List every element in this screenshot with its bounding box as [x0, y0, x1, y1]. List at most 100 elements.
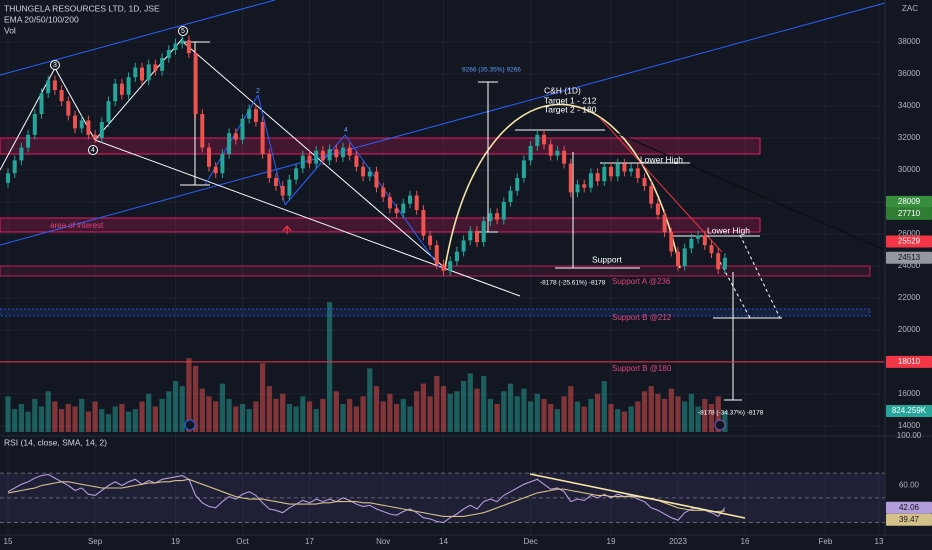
candle-body	[696, 235, 701, 239]
volume-bar	[105, 414, 112, 432]
volume-bar	[320, 398, 326, 432]
volume-bar	[447, 393, 453, 432]
candle-body	[200, 114, 205, 148]
x-tick-label: 17	[305, 537, 314, 546]
candle-body	[93, 134, 98, 138]
candle-body	[508, 190, 513, 202]
candle-body	[287, 179, 292, 196]
candle-body	[146, 64, 151, 81]
price-tag-label: 39.47	[899, 515, 920, 524]
volume-bar	[300, 396, 306, 432]
volume-bar	[521, 388, 527, 432]
price-tag-label: 42.06	[899, 503, 920, 512]
rsi-title: RSI (14, close, SMA, 14, 2)	[4, 437, 107, 447]
rsi-tick-label: 100.00	[897, 431, 922, 440]
volume-bar	[85, 411, 91, 432]
wave-line	[257, 94, 286, 206]
candle-body	[562, 150, 567, 164]
candle-body	[434, 245, 439, 265]
y-tick-label: 32000	[898, 133, 921, 142]
candle-body	[160, 58, 165, 71]
volume-bar	[514, 396, 520, 432]
lower-high-label: Lower High	[707, 225, 750, 235]
volume-bar	[79, 398, 85, 432]
interest-zone	[0, 217, 761, 233]
volume-bar	[99, 409, 105, 432]
candle-body	[66, 101, 71, 116]
volume-bar	[387, 393, 393, 432]
support-label: Support B @212	[612, 313, 672, 322]
candle-body	[260, 122, 265, 154]
rsi-line	[7, 478, 725, 517]
y-tick-label: 14000	[898, 421, 921, 430]
channel-line	[0, 0, 276, 76]
candle-body	[649, 186, 654, 204]
volume-bar	[668, 388, 674, 432]
candle-body	[428, 235, 433, 246]
candle-body	[26, 134, 31, 148]
volume-bar	[561, 396, 567, 432]
volume-bar	[126, 411, 132, 432]
price-tag-label: 24513	[898, 253, 921, 262]
price-tag	[886, 207, 932, 220]
candle-body	[662, 214, 667, 233]
candle-body	[555, 150, 560, 156]
arrow-icon	[282, 225, 292, 234]
volume-bar	[186, 358, 192, 432]
volume-bar	[367, 368, 373, 432]
volume-bar	[641, 391, 648, 432]
x-tick-label: 2023	[669, 537, 687, 546]
candle-body	[501, 202, 506, 220]
volume-bar	[507, 383, 514, 432]
volume-bar	[286, 403, 292, 432]
indicator-label: EMA 20/50/100/200	[4, 14, 79, 24]
event-icon[interactable]	[714, 419, 726, 431]
volume-bar	[18, 403, 24, 432]
volume-bar	[5, 396, 11, 432]
y-tick-label: 20000	[898, 325, 921, 334]
volume-bar	[179, 386, 185, 432]
resistance-zone	[0, 137, 761, 155]
candle-body	[408, 195, 412, 204]
volume-bar	[327, 302, 333, 432]
rsi-line	[7, 473, 726, 524]
candle-body	[227, 133, 232, 154]
event-icon[interactable]	[184, 419, 196, 431]
volume-bar	[662, 398, 668, 432]
candle-body	[39, 93, 44, 114]
volume-bar	[340, 403, 346, 432]
volume-bar	[333, 391, 339, 432]
y-tick-label: 38000	[898, 37, 921, 46]
candle-body	[193, 53, 198, 114]
candle-body	[582, 184, 587, 188]
volume-bar	[380, 401, 386, 432]
candle-body	[575, 184, 580, 193]
candle-body	[207, 147, 211, 167]
channel-line	[0, 2, 886, 246]
price-tag	[886, 251, 932, 264]
volume-bar	[675, 396, 681, 432]
wave-marker	[50, 60, 60, 70]
downtrend-line	[604, 127, 886, 251]
wave-label: 4	[91, 147, 95, 154]
candle-body	[240, 118, 245, 140]
price-tag-label: 824.259K	[892, 406, 927, 415]
x-tick-label: Feb	[819, 537, 833, 546]
candle-body	[642, 178, 647, 186]
candle-body	[702, 235, 707, 246]
volume-bar	[481, 375, 487, 432]
volume-bar	[588, 398, 594, 432]
candle-body	[341, 147, 345, 158]
candle-body	[454, 251, 459, 262]
volume-bar	[12, 409, 18, 432]
price-tag	[886, 501, 932, 514]
y-tick-label: 30000	[898, 165, 921, 174]
projection-arrow	[719, 261, 751, 319]
target-label: Target 1 - 212	[544, 95, 597, 105]
volume-bar	[655, 393, 661, 432]
candle-body	[609, 166, 613, 177]
volume-bar	[360, 396, 366, 432]
candle-body	[173, 43, 178, 50]
y-tick-label: 34000	[898, 101, 921, 110]
volume-bar	[152, 406, 158, 432]
